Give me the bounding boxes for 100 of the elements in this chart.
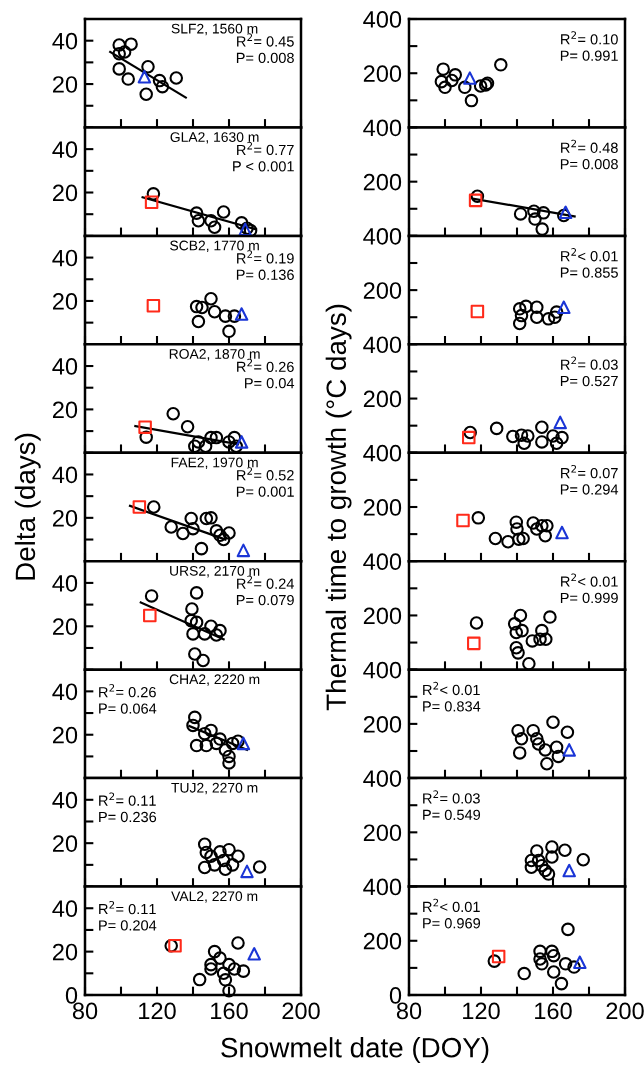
point: [535, 222, 549, 236]
y-tick-label: 20: [52, 293, 78, 310]
x-axis-title: Snowmelt date (DOY): [221, 1037, 489, 1063]
point: [562, 863, 576, 878]
point: [519, 299, 533, 314]
point: [198, 439, 213, 454]
point: [222, 435, 236, 449]
point: [517, 436, 531, 451]
point: [567, 960, 581, 974]
point: [146, 187, 161, 201]
point: [555, 525, 569, 540]
annotation: P= 0.008: [560, 158, 618, 170]
point: [143, 608, 157, 623]
point: [197, 860, 212, 875]
point: [558, 843, 572, 857]
point: [209, 430, 224, 445]
point: [209, 628, 224, 642]
point: [512, 532, 526, 547]
point: [540, 756, 554, 771]
point: [467, 636, 481, 651]
annotation: R$^{2}$= 0.11: [99, 792, 156, 806]
point: [189, 206, 204, 220]
y-tick-label: 40: [52, 574, 78, 592]
point: [545, 840, 559, 854]
y-tick-label: 200: [363, 715, 402, 733]
point: [551, 749, 566, 764]
point: [513, 608, 528, 623]
point: [240, 864, 254, 879]
y-tick-label: 40: [52, 791, 78, 809]
point: [507, 617, 522, 631]
annotation: R$^{2}$< 0.01: [423, 681, 480, 696]
point: [184, 613, 198, 628]
point: [524, 860, 539, 875]
point: [207, 220, 222, 234]
point: [152, 73, 167, 88]
point: [543, 610, 557, 624]
annotation: R$^{2}$= 0.48: [561, 139, 618, 153]
point: [511, 646, 525, 660]
point: [538, 863, 553, 878]
annotation: R$^{2}$= 0.11: [99, 900, 156, 915]
point: [545, 944, 559, 959]
point: [218, 973, 233, 987]
annotation: P= 0.04: [245, 378, 295, 389]
point: [117, 45, 132, 59]
point: [488, 531, 503, 546]
annotation: R$^{2}$= 0.19: [237, 250, 294, 264]
y-tick-label: 40: [52, 466, 78, 484]
y-tick-label: 40: [52, 249, 78, 267]
point: [213, 732, 227, 746]
annotation: P= 0.001: [236, 486, 294, 497]
point: [469, 616, 484, 630]
x-tick-label: 160: [211, 1002, 248, 1020]
point: [207, 944, 222, 959]
x-tick-label: 120: [139, 1002, 176, 1020]
y-tick-label: 400: [363, 444, 402, 462]
point: [526, 516, 540, 530]
annotation: P= 0.549: [423, 809, 481, 820]
point: [204, 957, 218, 972]
y-axis-title: Delta (days): [14, 433, 41, 580]
point: [132, 500, 147, 514]
point: [184, 511, 198, 526]
point: [141, 59, 155, 74]
point: [448, 68, 463, 82]
y-tick-label: 400: [363, 770, 402, 787]
point: [189, 299, 204, 314]
y-tick-label: 400: [363, 11, 402, 28]
point: [199, 511, 214, 526]
point: [512, 302, 527, 316]
point: [546, 429, 560, 443]
point: [204, 292, 218, 306]
point: [535, 435, 549, 449]
point: [470, 189, 485, 204]
point: [218, 309, 233, 323]
point: [509, 625, 524, 640]
point: [195, 300, 209, 315]
point: [549, 305, 564, 319]
point: [514, 732, 529, 746]
y-tick-label: 20: [52, 726, 78, 744]
point: [216, 966, 231, 981]
point: [538, 528, 553, 543]
y-tick-label: 40: [52, 141, 78, 158]
y-tick-label: 0: [65, 987, 78, 1004]
annotation: R$^{2}$< 0.01: [423, 898, 480, 913]
annotation: R$^{2}$= 0.24: [237, 575, 294, 589]
y-tick-label: 200: [363, 390, 402, 408]
point: [533, 944, 547, 959]
point: [512, 746, 527, 760]
point: [535, 518, 549, 533]
x-tick-label: 80: [396, 1002, 422, 1020]
y-tick-label: 200: [363, 932, 402, 950]
point: [561, 922, 575, 937]
point: [548, 310, 562, 324]
point: [213, 528, 227, 542]
point: [511, 723, 525, 738]
point: [456, 513, 470, 528]
point: [204, 619, 218, 634]
point: [538, 743, 553, 757]
point: [234, 307, 249, 321]
point: [169, 71, 184, 85]
point: [434, 74, 449, 89]
